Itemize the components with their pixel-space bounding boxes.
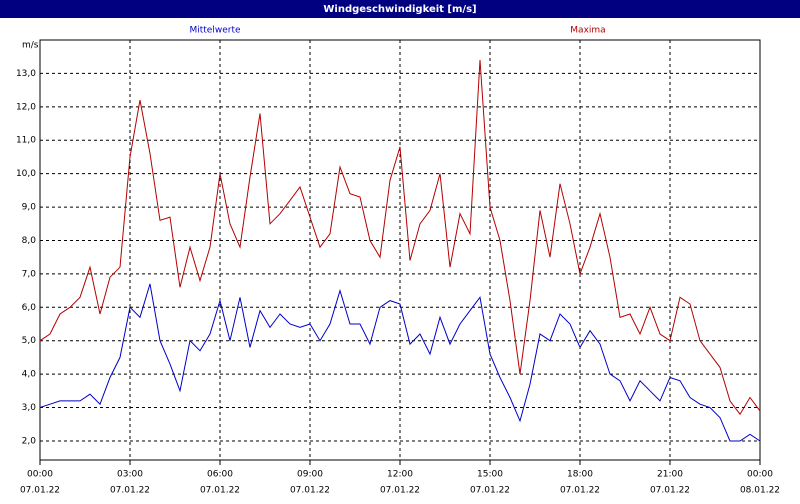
y-tick-label: 9,0 [22,203,37,213]
x-tick-date: 07.01.22 [290,486,330,496]
x-tick-label: 12:00 [387,470,413,480]
x-tick-date: 07.01.22 [200,486,240,496]
x-tick-label: 03:00 [117,470,143,480]
x-tick-label: 06:00 [207,470,233,480]
y-tick-label: 5,0 [22,336,37,346]
x-tick-label: 00:00 [27,470,53,480]
x-tick-label: 21:00 [657,470,683,480]
series-line [39,283,761,442]
x-tick-date: 08.01.22 [740,486,780,496]
x-tick-label: 09:00 [297,470,323,480]
y-tick-label: 10,0 [16,169,36,179]
x-tick-date: 07.01.22 [470,486,510,496]
y-tick-label: 13,0 [16,69,36,79]
x-tick-date: 07.01.22 [380,486,420,496]
y-tick-label: 4,0 [22,370,37,380]
x-tick-date: 07.01.22 [650,486,690,496]
chart-title: Windgeschwindigkeit [m/s] [323,4,476,15]
legend-entry: Mittelwerte [189,26,240,36]
y-tick-label: 2,0 [22,436,37,446]
y-tick-label: 6,0 [22,303,37,313]
x-tick-date: 07.01.22 [560,486,600,496]
y-axis-label: m/s [22,41,39,51]
y-tick-label: 7,0 [22,269,37,279]
y-tick-label: 11,0 [16,136,36,146]
title-bar [0,0,800,18]
x-tick-date: 07.01.22 [20,486,60,496]
y-tick-label: 3,0 [22,403,37,413]
x-tick-label: 00:00 [747,470,773,480]
x-tick-date: 07.01.22 [110,486,150,496]
x-tick-label: 18:00 [567,470,593,480]
x-tick-label: 15:00 [477,470,503,480]
legend-entry: Maxima [570,26,605,36]
y-tick-label: 8,0 [22,236,37,246]
y-tick-label: 12,0 [16,102,36,112]
series-line [39,59,761,416]
